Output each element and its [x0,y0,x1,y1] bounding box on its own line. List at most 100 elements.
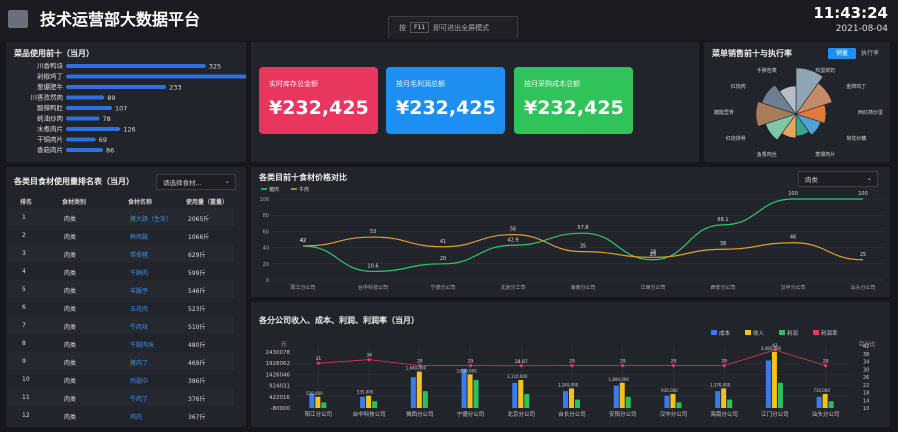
category-select[interactable]: 肉类 ⌄ [798,171,878,187]
bar-category-label: 剁椒鸡丁 [37,72,64,81]
bar [66,148,103,152]
bar [66,137,96,142]
value-label: 2,110,000 [507,374,528,379]
cell-name[interactable]: 牛肉丁 [130,396,149,403]
bar [422,391,428,408]
bar [822,394,828,408]
table-row[interactable]: 6 肉类 五花肉 523斤 [8,298,234,316]
table-row[interactable]: 10 肉类 鸡翅中 386斤 [8,370,234,388]
cell-name[interactable]: 鲜鸡腿 [130,234,149,241]
ingredient-select[interactable]: 请选择食材... ⌄ [156,174,236,190]
y-tick-label: 100 [259,197,269,203]
card-value: ¥232,425 [524,97,624,119]
y-tick-left: 2430078 [266,350,291,356]
cell-category: 肉类 [64,342,77,349]
y-tick-right: 10 [863,406,869,412]
value-label: 1,370,000 [710,382,731,387]
cell-category: 肉类 [64,288,77,295]
rate-label: 29 [569,359,575,365]
bar [777,382,783,408]
cell-name[interactable]: 羊腿子 [130,288,149,295]
y-tick-label: 60 [263,229,269,235]
cell-name[interactable]: 牛腿肉块 [130,342,155,349]
top10-panel: 菜品使用前十（当月） 川香鸭块325剁椒鸡丁456葱爆肥牛233川香孜然肉89酸… [6,42,246,162]
series-line [302,198,863,273]
bar-value-label: 126 [123,126,135,134]
radar-panel: 菜单销售前十与执行率 销量 执行率 鸡蛋鲜奶 金牌鸡丁 西红柿炒蛋 荷花炒藕 葱爆肉片 鱼… [704,42,890,162]
x-tick-label: 江门分公司 [761,410,789,418]
rose-label: 金牌鸡丁 [846,83,866,90]
rose-slice [795,104,827,124]
bar [372,401,378,408]
y-tick-left: 924031 [269,384,290,390]
cell-name[interactable]: 牛肉块 [130,324,149,331]
x-tick-label: 北京分工司 [500,284,525,291]
card-label: 按月毛利润总额 [396,80,445,88]
table-row[interactable]: 12 肉类 鸡肉 367斤 [8,406,234,424]
table-row[interactable]: 7 肉类 牛肉块 510斤 [8,316,234,334]
cell-usage: 629斤 [188,252,206,259]
rate-point [824,364,828,368]
tab-execution-rate[interactable]: 执行率 [860,50,879,57]
rose-slice [795,113,822,136]
legend-label: 收入 [753,329,765,337]
bar [765,360,771,408]
bar [315,396,321,408]
bar [66,74,246,79]
data-label: 38 [720,241,726,247]
x-tick-label: 汉中分公司 [780,284,805,291]
bar [416,371,422,408]
table-row[interactable]: 2 肉类 鲜鸡腿 1066斤 [8,226,234,244]
table-row[interactable]: 3 肉类 带骨猪 629斤 [8,244,234,262]
rate-label: 31 [315,356,321,362]
table-row[interactable]: 4 肉类 牛腩肉 599斤 [8,262,234,280]
cell-usage: 510斤 [188,324,206,331]
cell-name[interactable]: 猪大肠（生冻） [130,216,173,223]
table-row[interactable]: 1 肉类 猪大肠（生冻） 2065斤 [8,208,234,226]
clock-time: 11:43:24 [813,4,888,22]
cell-name[interactable]: 牛腩肉 [130,270,149,277]
y-tick-right: 18 [863,391,869,397]
data-label: 57.8 [577,225,588,231]
cell-category: 肉类 [64,360,77,367]
value-label: 3,630,000 [456,368,477,373]
bar-category-label: 川香孜然肉 [31,93,64,102]
data-label: 25 [860,252,866,258]
cell-name[interactable]: 五花肉 [130,306,149,313]
table-row[interactable]: 9 肉类 猪肉丁 469斤 [8,352,234,370]
y-tick-label: 20 [263,262,269,268]
x-tick-label: 汉中分公司 [660,410,688,418]
x-tick-label: 北京分公司 [508,410,536,418]
card-label: 按月采购成本总额 [524,80,580,88]
y-tick-right: 42 [863,344,869,350]
cell-name[interactable]: 带骨猪 [130,252,149,259]
value-label: 4,080,000 [761,346,782,351]
cell-rank: 9 [22,358,26,365]
bar-category-label: 蚝油炒肉 [37,114,63,123]
card-gross-profit: 按月毛利润总额 ¥232,425 [386,67,505,134]
table-row[interactable]: 8 肉类 牛腿肉块 480斤 [8,334,234,352]
bar [613,385,619,408]
x-tick-label: 安阳分公司 [609,410,637,418]
bar [575,399,580,408]
legend-swatch [813,330,819,335]
table-row[interactable]: 5 肉类 羊腿子 546斤 [8,280,234,298]
cell-name[interactable]: 猪肉丁 [130,360,149,367]
card-value: ¥232,425 [269,97,369,119]
logo-icon [8,10,28,28]
top10-title: 菜品使用前十（当月） [14,49,94,58]
tab-sales[interactable]: 销量 [828,48,856,59]
bar-value-label: 325 [209,63,221,71]
cell-name[interactable]: 鸡翅中 [130,378,149,385]
bar [66,64,206,68]
data-label: 20 [440,256,446,262]
cell-category: 肉类 [64,252,77,259]
x-tick-label: 台中科技公司 [353,410,386,418]
bar-category-label: 香菇肉片 [37,145,63,154]
cell-name[interactable]: 鸡肉 [130,414,143,421]
table-row[interactable]: 11 肉类 牛肉丁 376斤 [8,388,234,406]
legend-label: 利润 [787,329,799,337]
price-title: 各类目前十食材价格对比 [259,173,347,182]
